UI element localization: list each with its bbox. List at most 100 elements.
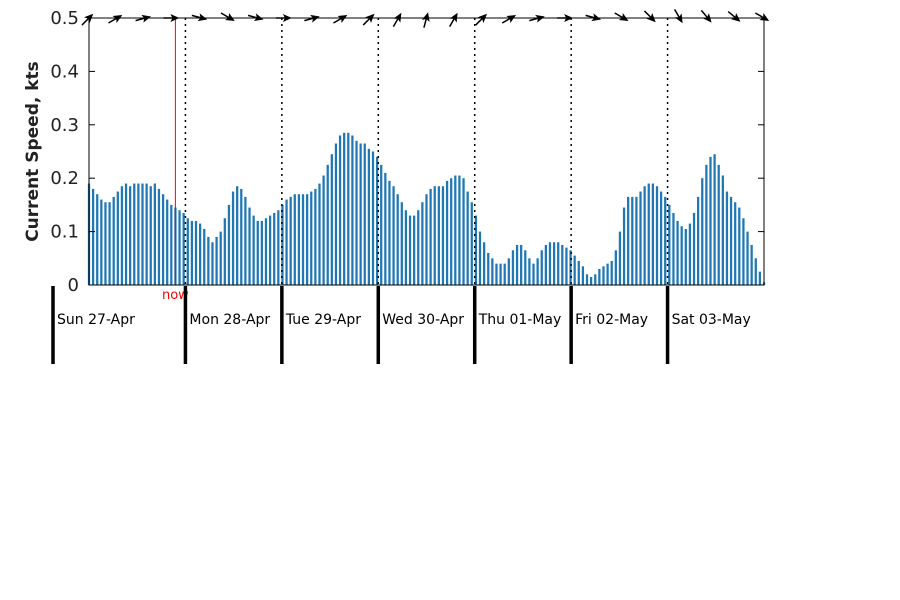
bar [441, 186, 445, 285]
day-separators [184, 18, 669, 285]
bar [388, 180, 391, 285]
bar [207, 236, 210, 285]
bar [585, 274, 589, 285]
bar [178, 210, 181, 285]
bar [606, 263, 609, 285]
bar [413, 215, 416, 285]
bar [676, 220, 679, 285]
direction-arrow-icon [421, 12, 430, 28]
direction-arrow-icon [501, 15, 517, 24]
day-axis: Sun 27-Apr Mon 28-Apr Tue 29-Apr Wed 30-Apr… [51, 286, 751, 364]
bar-series [87, 132, 766, 285]
direction-arrow-icon [135, 14, 152, 23]
bar [408, 215, 412, 285]
now-marker: now [162, 18, 189, 303]
bar [565, 247, 568, 285]
bar [260, 220, 263, 285]
bar [429, 188, 432, 285]
bar [322, 175, 325, 285]
direction-arrow-icon [304, 14, 320, 23]
bar [359, 143, 362, 285]
bar [713, 154, 716, 285]
direction-arrow-icon [81, 13, 94, 26]
bar [433, 186, 436, 285]
bar [355, 140, 358, 285]
bar [318, 183, 321, 285]
bar [643, 186, 646, 285]
direction-arrow-icon [754, 12, 770, 21]
bar [367, 148, 371, 285]
bar [668, 204, 671, 285]
bar [499, 263, 502, 285]
bar [635, 196, 638, 285]
y-tick-label: 0.4 [50, 61, 79, 82]
y-tick-label: 0.3 [50, 115, 79, 136]
bar [569, 250, 572, 285]
bar [507, 258, 510, 285]
direction-arrow-icon [557, 14, 574, 22]
bar [692, 212, 696, 285]
bar [573, 255, 576, 285]
bar [647, 183, 650, 285]
bar [219, 231, 222, 285]
bar [96, 194, 99, 285]
bar [437, 186, 440, 285]
bar [618, 231, 622, 285]
bar [297, 194, 301, 285]
bar [515, 244, 519, 285]
direction-arrow-icon [448, 12, 458, 28]
bar [511, 250, 515, 285]
bar [503, 263, 506, 285]
bar [557, 242, 560, 285]
bar [91, 188, 95, 285]
bar [310, 191, 313, 285]
bar [404, 210, 408, 285]
bar [211, 242, 214, 285]
bar [343, 132, 346, 285]
bar [528, 258, 531, 285]
bar [717, 164, 720, 285]
bar [182, 212, 185, 285]
direction-arrow-icon [673, 8, 683, 24]
y-tick-label: 0.2 [50, 168, 79, 189]
bar [384, 172, 387, 285]
bar [664, 196, 667, 285]
bar [133, 183, 136, 285]
bar [598, 268, 601, 285]
bar [293, 194, 296, 285]
direction-arrow-icon [392, 12, 402, 28]
bar [166, 199, 169, 285]
bar [602, 266, 605, 285]
bar [306, 194, 309, 285]
bar [116, 191, 119, 285]
bar [363, 143, 366, 285]
bar [734, 202, 737, 285]
bar [100, 199, 103, 285]
bar [104, 202, 107, 285]
bar [754, 258, 757, 285]
bar [264, 218, 268, 285]
bar [610, 260, 613, 285]
now-label: now [162, 288, 189, 303]
bar [141, 183, 144, 285]
bar [470, 202, 473, 285]
bar [314, 188, 317, 285]
bar [285, 199, 288, 285]
bar [462, 178, 465, 285]
bar [153, 183, 156, 285]
bar [215, 236, 218, 285]
bar [161, 194, 165, 285]
bar [540, 250, 543, 285]
bar [203, 228, 206, 285]
bar [697, 196, 700, 285]
bar [631, 196, 634, 285]
direction-arrow-icon [191, 13, 208, 22]
bar [474, 215, 478, 285]
direction-arrow-icon [614, 12, 629, 21]
bar [157, 188, 161, 285]
bar [688, 223, 692, 285]
day-label: Mon 28-Apr [189, 312, 270, 328]
bar [655, 186, 659, 285]
bar [281, 204, 284, 285]
bar [112, 196, 115, 285]
